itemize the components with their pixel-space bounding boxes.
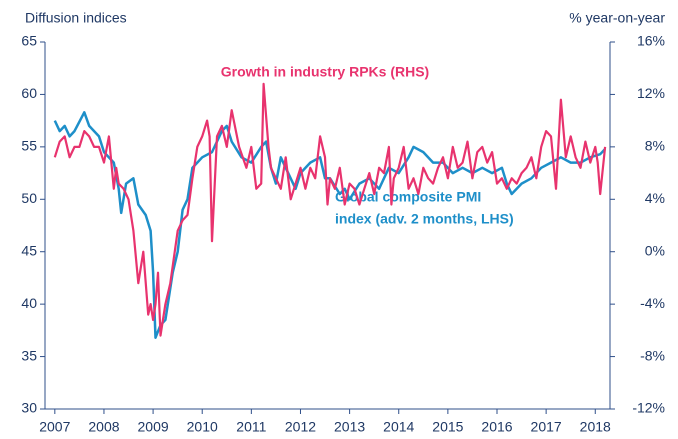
y2-tick-label: -12% <box>632 400 665 416</box>
pmi-annotation: Global composite PMI <box>335 189 481 205</box>
y-tick-label: 35 <box>21 347 37 363</box>
x-tick-label: 2018 <box>580 419 611 435</box>
rpk-annotation: Growth in industry RPKs (RHS) <box>221 64 429 80</box>
y2-tick-label: 8% <box>645 138 665 154</box>
y2-tick-label: 12% <box>637 85 665 101</box>
y-tick-label: 30 <box>21 400 37 416</box>
x-tick-label: 2012 <box>285 419 316 435</box>
y-tick-label: 65 <box>21 33 37 49</box>
x-tick-label: 2009 <box>138 419 169 435</box>
y-tick-label: 50 <box>21 190 37 206</box>
x-tick-label: 2017 <box>531 419 562 435</box>
pmi-annotation: index (adv. 2 months, LHS) <box>335 211 514 227</box>
y2-tick-label: -8% <box>640 347 665 363</box>
series-line <box>53 111 607 339</box>
y2-tick-label: -4% <box>640 295 665 311</box>
y-tick-label: 45 <box>21 242 37 258</box>
x-tick-label: 2013 <box>334 419 365 435</box>
y2-tick-label: 16% <box>637 33 665 49</box>
y2-axis-label: % year-on-year <box>569 10 665 26</box>
y-tick-label: 55 <box>21 138 37 154</box>
y2-tick-label: 0% <box>645 242 665 258</box>
x-tick-label: 2015 <box>432 419 463 435</box>
x-tick-label: 2011 <box>236 419 266 435</box>
series-line <box>53 82 607 337</box>
x-tick-label: 2010 <box>187 419 218 435</box>
x-tick-label: 2014 <box>383 419 414 435</box>
x-tick-label: 2016 <box>481 419 512 435</box>
y2-tick-label: 4% <box>645 190 665 206</box>
y-axis-label: Diffusion indices <box>25 10 127 26</box>
x-tick-label: 2008 <box>88 419 119 435</box>
x-tick-label: 2007 <box>39 419 70 435</box>
y-tick-label: 60 <box>21 85 37 101</box>
y-tick-label: 40 <box>21 295 37 311</box>
